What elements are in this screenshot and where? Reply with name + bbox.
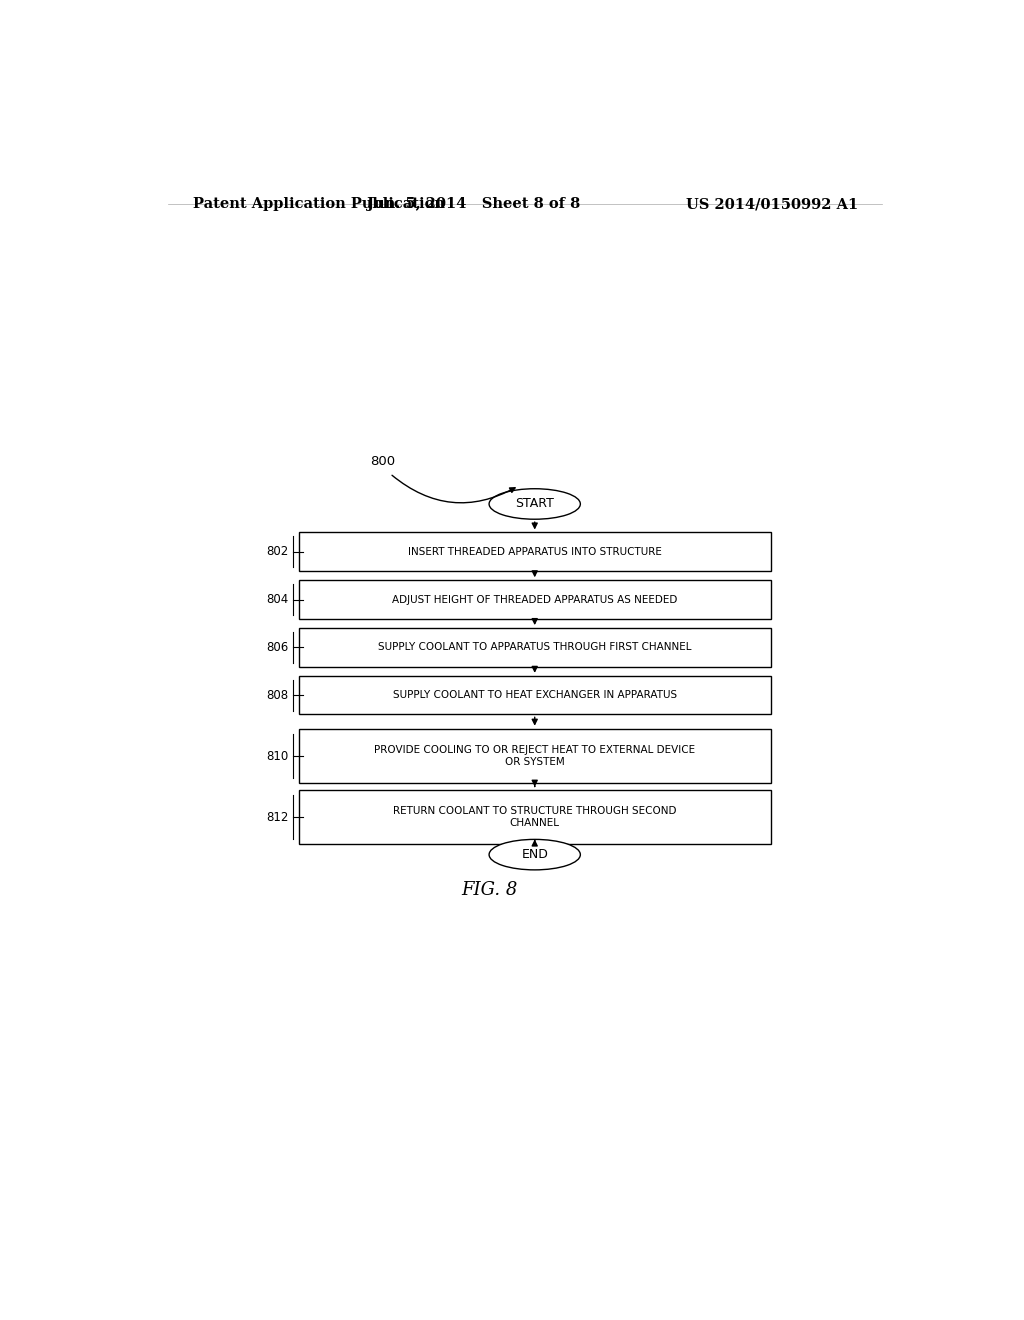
Text: SUPPLY COOLANT TO APPARATUS THROUGH FIRST CHANNEL: SUPPLY COOLANT TO APPARATUS THROUGH FIRS… bbox=[378, 643, 691, 652]
Text: 800: 800 bbox=[370, 455, 395, 469]
Text: END: END bbox=[521, 849, 548, 861]
Text: PROVIDE COOLING TO OR REJECT HEAT TO EXTERNAL DEVICE
OR SYSTEM: PROVIDE COOLING TO OR REJECT HEAT TO EXT… bbox=[374, 746, 695, 767]
Text: 804: 804 bbox=[266, 593, 289, 606]
Text: START: START bbox=[515, 498, 554, 511]
Text: 808: 808 bbox=[266, 689, 289, 701]
Text: 812: 812 bbox=[266, 810, 289, 824]
Ellipse shape bbox=[489, 488, 581, 519]
FancyBboxPatch shape bbox=[299, 676, 771, 714]
Ellipse shape bbox=[489, 840, 581, 870]
Text: INSERT THREADED APPARATUS INTO STRUCTURE: INSERT THREADED APPARATUS INTO STRUCTURE bbox=[408, 546, 662, 557]
Text: 810: 810 bbox=[266, 750, 289, 763]
Text: SUPPLY COOLANT TO HEAT EXCHANGER IN APPARATUS: SUPPLY COOLANT TO HEAT EXCHANGER IN APPA… bbox=[392, 690, 677, 700]
Text: 806: 806 bbox=[266, 640, 289, 653]
Text: ADJUST HEIGHT OF THREADED APPARATUS AS NEEDED: ADJUST HEIGHT OF THREADED APPARATUS AS N… bbox=[392, 594, 678, 605]
Text: FIG. 8: FIG. 8 bbox=[461, 882, 517, 899]
FancyBboxPatch shape bbox=[299, 729, 771, 784]
FancyBboxPatch shape bbox=[299, 581, 771, 619]
FancyBboxPatch shape bbox=[299, 628, 771, 667]
Text: 802: 802 bbox=[266, 545, 289, 558]
FancyBboxPatch shape bbox=[299, 789, 771, 845]
Text: Patent Application Publication: Patent Application Publication bbox=[194, 197, 445, 211]
Text: US 2014/0150992 A1: US 2014/0150992 A1 bbox=[686, 197, 858, 211]
Text: Jun. 5, 2014   Sheet 8 of 8: Jun. 5, 2014 Sheet 8 of 8 bbox=[367, 197, 580, 211]
Text: RETURN COOLANT TO STRUCTURE THROUGH SECOND
CHANNEL: RETURN COOLANT TO STRUCTURE THROUGH SECO… bbox=[393, 807, 677, 828]
FancyBboxPatch shape bbox=[299, 532, 771, 572]
